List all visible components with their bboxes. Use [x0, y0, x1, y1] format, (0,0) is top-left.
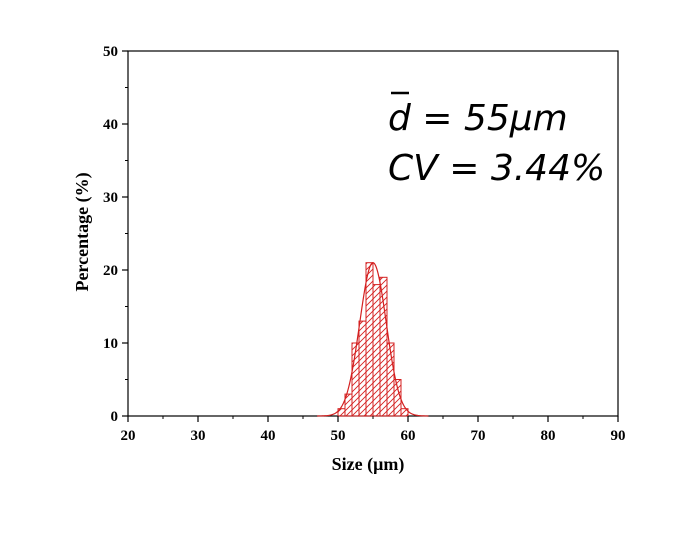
y-axis: 0 10 20 30 40 50: [103, 44, 128, 425]
y-tick-label: 50: [103, 44, 118, 60]
histogram-bar: [379, 276, 388, 417]
x-tick-label: 90: [611, 428, 626, 444]
histogram-bar: [400, 408, 409, 417]
y-tick-label: 0: [111, 409, 119, 425]
x-axis: 20 30 40 50 60 70 80 90: [121, 416, 626, 444]
x-axis-title: Size (μm): [332, 454, 405, 475]
y-tick-label: 20: [103, 263, 118, 279]
histogram-bar: [358, 320, 367, 417]
y-tick-label: 40: [103, 117, 118, 133]
x-tick-label: 50: [331, 428, 346, 444]
mean-symbol: d: [388, 98, 412, 139]
x-tick-label: 40: [261, 428, 276, 444]
histogram-bar: [365, 262, 374, 417]
x-tick-label: 70: [471, 428, 486, 444]
bars-group: [337, 262, 409, 417]
cv-annotation: CV = 3.44%: [388, 148, 605, 189]
y-axis-title: Percentage (%): [72, 172, 93, 291]
fit-curve: [317, 262, 429, 417]
x-tick-label: 60: [401, 428, 416, 444]
mean-diameter-annotation: d = 55μm: [388, 98, 568, 139]
x-tick-label: 20: [121, 428, 136, 444]
x-tick-label: 30: [191, 428, 206, 444]
x-tick-label: 80: [541, 428, 556, 444]
y-tick-label: 10: [103, 336, 118, 352]
y-tick-label: 30: [103, 190, 118, 206]
mean-value: = 55μm: [411, 98, 568, 139]
histogram-bar: [372, 284, 381, 417]
